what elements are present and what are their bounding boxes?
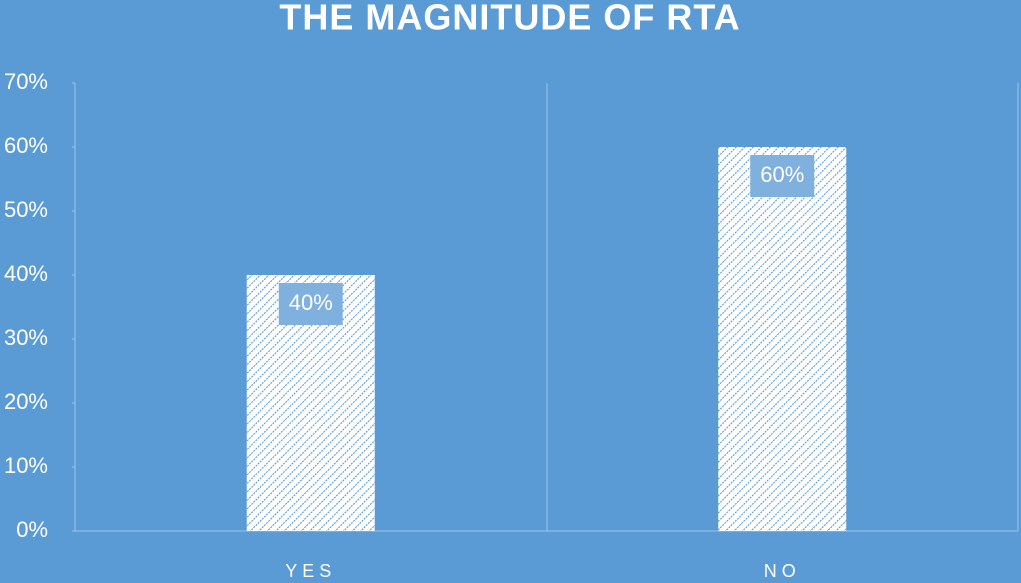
x-tick-label: NO	[764, 561, 801, 581]
data-label: 60%	[760, 162, 804, 187]
y-tick-label: 10%	[4, 453, 48, 478]
y-tick-label: 0%	[16, 517, 48, 542]
y-tick-label: 50%	[4, 197, 48, 222]
y-tick-label: 20%	[4, 389, 48, 414]
chart-title: THE MAGNITUDE OF RTA	[279, 0, 740, 38]
y-tick-label: 30%	[4, 325, 48, 350]
y-tick-label: 40%	[4, 261, 48, 286]
data-label-box	[278, 283, 343, 325]
data-label-box	[750, 155, 815, 197]
x-tick-label: YES	[285, 561, 336, 581]
y-tick-label: 70%	[4, 69, 48, 94]
bar	[718, 147, 847, 531]
y-tick-label: 60%	[4, 133, 48, 158]
data-label: 40%	[289, 290, 333, 315]
